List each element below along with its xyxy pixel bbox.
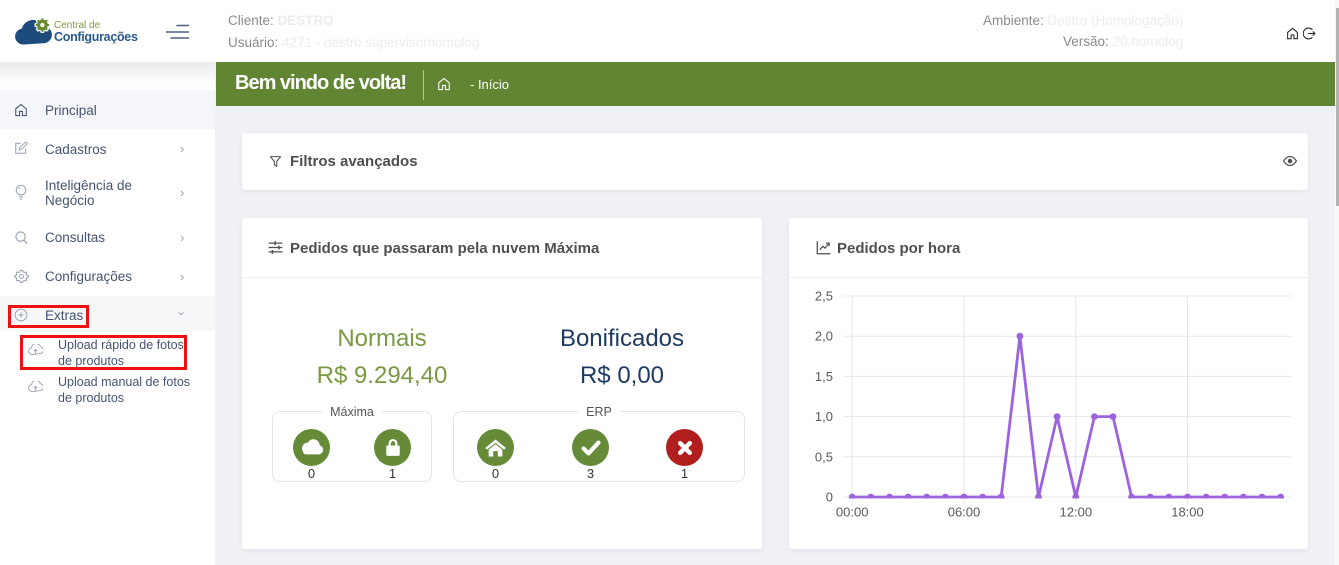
svg-text:00:00: 00:00	[836, 505, 869, 520]
svg-text:2,5: 2,5	[815, 289, 833, 304]
svg-text:06:00: 06:00	[948, 505, 981, 520]
svg-text:1,0: 1,0	[815, 409, 833, 424]
svg-text:0: 0	[826, 490, 833, 505]
svg-text:2,0: 2,0	[815, 329, 833, 344]
svg-text:12:00: 12:00	[1060, 505, 1093, 520]
svg-text:0,5: 0,5	[815, 449, 833, 464]
svg-text:1,5: 1,5	[815, 369, 833, 384]
svg-text:18:00: 18:00	[1171, 505, 1204, 520]
